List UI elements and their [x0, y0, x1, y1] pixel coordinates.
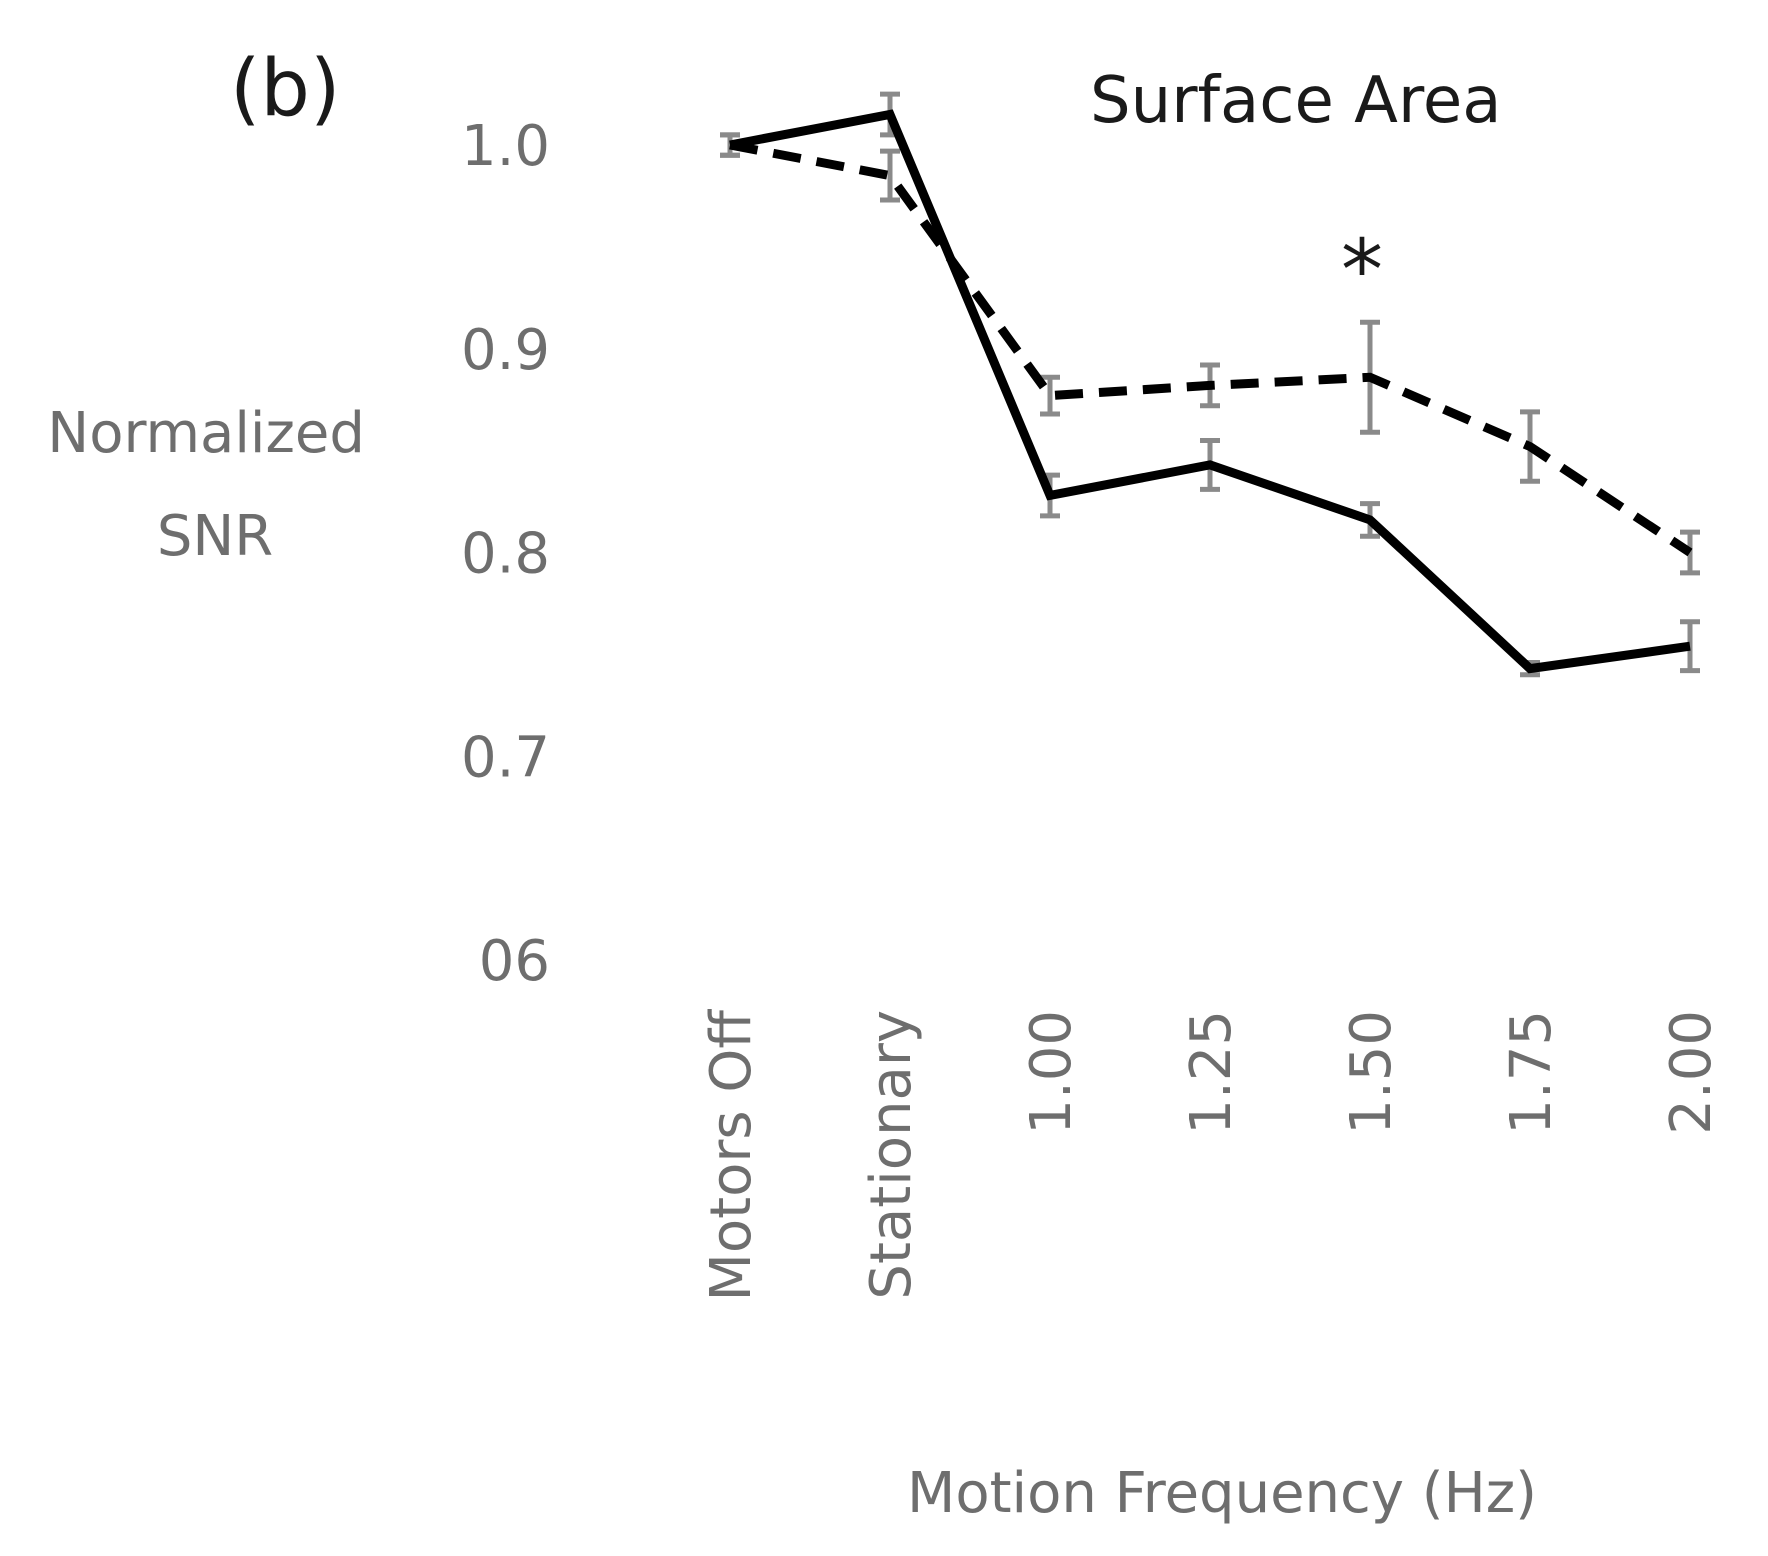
- y-axis-label-line-2: SNR: [157, 504, 273, 569]
- x-tick-label: Stationary: [859, 1010, 924, 1300]
- panel-label: (b): [230, 44, 340, 134]
- x-tick-label: 1.25: [1179, 1010, 1244, 1135]
- annotations: *: [1341, 221, 1383, 319]
- x-axis-label: Motion Frequency (Hz): [907, 1461, 1537, 1526]
- y-tick-label: 0.7: [461, 725, 550, 790]
- x-tick-label: 1.50: [1339, 1010, 1404, 1135]
- y-axis-label-line-1: Normalized: [47, 401, 365, 466]
- y-tick-label: 1.0: [461, 114, 550, 179]
- significance-marker: *: [1341, 221, 1383, 319]
- y-tick-labels: 1.0 0.9 0.8 0.7 06: [461, 114, 550, 994]
- error-bar: [880, 148, 900, 203]
- x-tick-label: 1.75: [1499, 1010, 1564, 1135]
- x-tick-labels: Motors Off Stationary 1.00 1.25 1.50 1.75 2.00: [699, 1009, 1724, 1302]
- x-tick-label: 2.00: [1659, 1010, 1724, 1135]
- series-line-solid: [729, 109, 1691, 674]
- chart-title: Surface Area: [1090, 64, 1501, 138]
- series-lines: [729, 109, 1693, 674]
- y-tick-label: 06: [479, 929, 550, 994]
- y-axis-label: Normalized SNR: [47, 401, 382, 569]
- y-tick-label: 0.9: [461, 318, 550, 383]
- y-tick-label: 0.8: [461, 522, 550, 587]
- x-tick-label: 1.00: [1019, 1010, 1084, 1135]
- x-tick-label: Motors Off: [699, 1009, 764, 1302]
- error-bar: [1040, 374, 1060, 417]
- series-line-dashed: [729, 140, 1693, 557]
